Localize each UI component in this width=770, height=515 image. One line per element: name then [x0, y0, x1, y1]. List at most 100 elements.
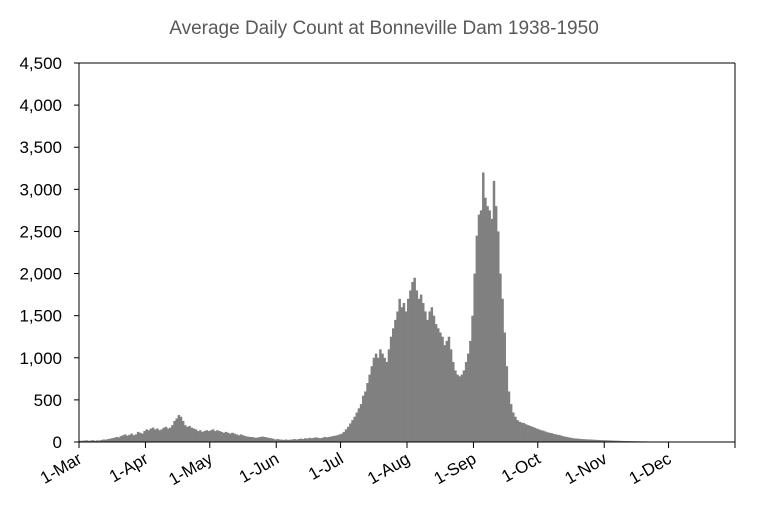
y-tick-label: 3,500 [19, 138, 62, 157]
bar-137 [372, 357, 376, 442]
bar-153 [407, 298, 410, 442]
bar-41 [166, 428, 170, 442]
x-tick-label: 1-May [165, 449, 216, 489]
bar-118 [331, 436, 335, 442]
bar-144 [387, 349, 391, 442]
bar-85 [261, 436, 264, 442]
bar-33 [149, 428, 153, 442]
bar-168 [439, 332, 442, 442]
bar-70 [229, 433, 232, 442]
bar-159 [419, 294, 423, 442]
bar-189 [484, 197, 487, 442]
bar-198 [503, 332, 506, 442]
bar-151 [402, 303, 406, 442]
bar-64 [216, 430, 219, 442]
bar-177 [458, 376, 461, 442]
bar-106 [306, 438, 309, 442]
bar-145 [389, 336, 393, 442]
bar-91 [274, 439, 277, 442]
bar-208 [524, 424, 528, 442]
bar-104 [301, 439, 305, 442]
bar-186 [477, 214, 481, 442]
bar-221 [552, 434, 556, 442]
bar-71 [231, 432, 234, 442]
bar-82 [254, 437, 258, 442]
bar-76 [241, 435, 245, 442]
bar-126 [349, 423, 352, 442]
bar-243 [599, 440, 603, 442]
x-tick-label: 1-Sep [431, 449, 480, 488]
bar-44 [173, 420, 176, 442]
bar-119 [334, 435, 337, 442]
bar-77 [244, 436, 247, 442]
bar-194 [494, 206, 498, 442]
bar-67 [222, 432, 226, 442]
bar-35 [154, 429, 157, 442]
y-tick-label: 500 [34, 391, 62, 410]
bar-20 [121, 435, 125, 442]
bar-167 [437, 328, 440, 442]
bar-230 [572, 438, 575, 442]
bar-121 [338, 434, 341, 442]
bar-30 [143, 431, 146, 442]
bar-96 [284, 439, 288, 442]
x-tick-label: 1-Dec [626, 449, 675, 488]
bar-150 [400, 307, 404, 442]
bar-245 [604, 440, 607, 442]
x-tick-label: 1-Aug [364, 449, 413, 488]
bar-84 [259, 436, 262, 442]
bar-227 [565, 436, 569, 442]
bar-63 [214, 431, 217, 442]
bar-68 [224, 431, 228, 442]
bar-32 [147, 430, 151, 442]
bar-180 [464, 361, 468, 442]
bar-205 [518, 421, 521, 442]
bar-3 [85, 440, 88, 442]
bar-60 [207, 431, 211, 442]
bar-152 [404, 311, 408, 442]
bar-58 [203, 431, 206, 442]
bar-179 [462, 370, 466, 442]
y-axis: 0 500 1,000 1,500 2,000 2,500 3,000 3,500 4,000 4… [19, 54, 736, 452]
bar-188 [482, 172, 485, 443]
bar-99 [291, 439, 294, 442]
bar-172 [447, 336, 451, 442]
bar-120 [336, 435, 339, 442]
bar-107 [308, 437, 311, 442]
y-tick-label: 2,000 [19, 265, 62, 284]
bar-61 [209, 430, 213, 442]
bar-183 [471, 315, 474, 442]
bar-83 [256, 437, 260, 442]
bar-154 [409, 290, 412, 442]
bar-253 [621, 440, 624, 442]
bar-46 [177, 415, 181, 442]
bar-133 [364, 391, 367, 442]
bar-214 [537, 429, 541, 442]
bar-140 [379, 349, 382, 442]
bar-56 [199, 430, 202, 442]
bar-174 [452, 361, 455, 442]
x-tick-label: 1-Oct [498, 449, 544, 486]
bar-131 [359, 404, 363, 442]
bar-249 [612, 440, 616, 442]
bar-204 [516, 420, 519, 442]
bar-134 [366, 383, 369, 442]
bar-146 [391, 328, 395, 442]
bar-170 [443, 345, 446, 442]
bar-216 [542, 430, 545, 442]
bar-93 [278, 439, 281, 442]
bar-39 [162, 427, 166, 442]
bar-28 [139, 432, 142, 442]
bar-193 [492, 180, 496, 442]
bar-57 [201, 431, 204, 442]
bar-178 [460, 374, 464, 442]
bar-94 [280, 439, 284, 442]
y-tick-label: 0 [53, 433, 62, 452]
bar-75 [239, 434, 243, 442]
bar-127 [351, 420, 354, 442]
bar-235 [582, 439, 586, 442]
bar-219 [548, 432, 551, 442]
bar-27 [136, 431, 140, 442]
bar-138 [374, 353, 378, 442]
bar-18 [117, 437, 121, 442]
